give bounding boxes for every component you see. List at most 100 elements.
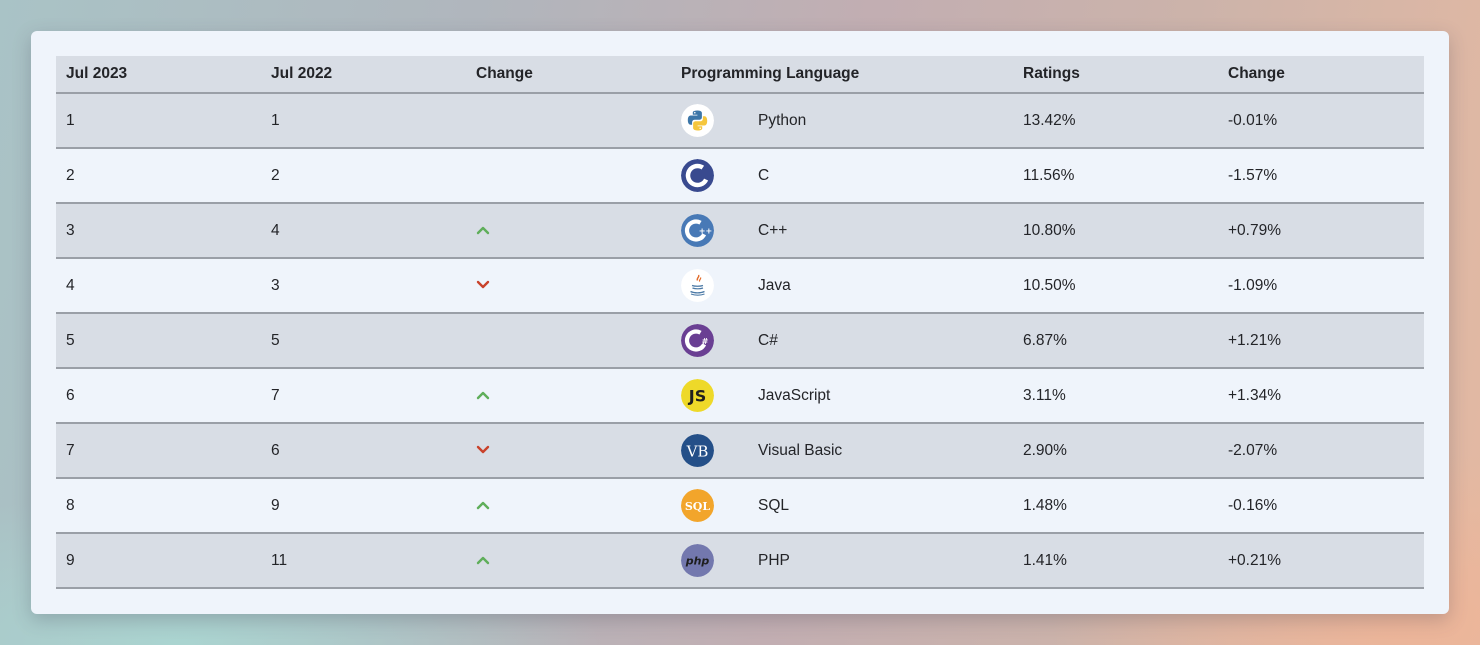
svg-text:php: php <box>685 555 710 568</box>
java-logo-icon <box>681 269 714 302</box>
rating-change-cell: +0.21% <box>1218 533 1424 589</box>
rating-change-cell: -2.07% <box>1218 423 1424 479</box>
rank-2022-cell: 9 <box>261 478 466 534</box>
c-logo-icon <box>681 159 714 192</box>
language-cell: C <box>671 148 1013 204</box>
rank-2022-cell: 3 <box>261 258 466 314</box>
rating-change-cell: -1.09% <box>1218 258 1424 314</box>
rank-change-cell <box>466 313 671 369</box>
header-rank-change[interactable]: Change <box>466 56 671 94</box>
rank-2023-cell: 6 <box>56 368 261 424</box>
rank-2022-cell: 11 <box>261 533 466 589</box>
rating-cell: 11.56% <box>1013 148 1218 204</box>
language-cell: JS JavaScript <box>671 368 1013 424</box>
rating-change-cell: +1.34% <box>1218 368 1424 424</box>
language-rankings-table: Jul 2023 Jul 2022 Change Programming Lan… <box>56 56 1424 589</box>
language-cell: Java <box>671 258 1013 314</box>
rank-2022-cell: 2 <box>261 148 466 204</box>
language-name: Python <box>758 111 807 129</box>
rating-cell: 3.11% <box>1013 368 1218 424</box>
rating-cell: 2.90% <box>1013 423 1218 479</box>
rank-change-cell <box>466 368 671 424</box>
rating-cell: 10.80% <box>1013 203 1218 259</box>
rankings-card: Jul 2023 Jul 2022 Change Programming Lan… <box>31 31 1449 614</box>
rank-2023-cell: 7 <box>56 423 261 479</box>
rank-2022-cell: 5 <box>261 313 466 369</box>
header-jul-2023[interactable]: Jul 2023 <box>56 56 261 94</box>
language-name: C <box>758 166 770 184</box>
rank-2022-cell: 4 <box>261 203 466 259</box>
chevron-up-icon <box>476 222 490 239</box>
rank-2023-cell: 1 <box>56 93 261 149</box>
cpp-logo-icon: ++ <box>681 214 714 247</box>
header-jul-2022[interactable]: Jul 2022 <box>261 56 466 94</box>
svg-text:VB: VB <box>686 443 709 461</box>
language-cell: SQL SQL <box>671 478 1013 534</box>
csharp-logo-icon: # <box>681 324 714 357</box>
language-cell: VB Visual Basic <box>671 423 1013 479</box>
table-row[interactable]: 5 5 # C# 6.87% +1.21% <box>56 313 1424 369</box>
rank-2023-cell: 2 <box>56 148 261 204</box>
rank-2023-cell: 9 <box>56 533 261 589</box>
language-name: Visual Basic <box>758 441 843 459</box>
rank-change-cell <box>466 93 671 149</box>
chevron-up-icon <box>476 387 490 404</box>
svg-text:JS: JS <box>688 387 706 406</box>
rank-change-cell <box>466 148 671 204</box>
rank-2022-cell: 1 <box>261 93 466 149</box>
rank-2023-cell: 3 <box>56 203 261 259</box>
python-logo-icon <box>681 104 714 137</box>
language-cell: Python <box>671 93 1013 149</box>
table-row[interactable]: 6 7 JS JavaScript 3.11% +1.34% <box>56 368 1424 424</box>
rank-change-cell <box>466 533 671 589</box>
rank-change-cell <box>466 258 671 314</box>
chevron-down-icon <box>476 277 490 294</box>
visual-basic-logo-icon: VB <box>681 434 714 467</box>
table-row[interactable]: 9 11 php PHP 1.41% +0.21% <box>56 533 1424 589</box>
chevron-down-icon <box>476 442 490 459</box>
language-cell: php PHP <box>671 533 1013 589</box>
header-programming-language[interactable]: Programming Language <box>671 56 1013 94</box>
svg-text:SQL: SQL <box>685 500 711 513</box>
rating-change-cell: -0.16% <box>1218 478 1424 534</box>
language-cell: # C# <box>671 313 1013 369</box>
php-logo-icon: php <box>681 544 714 577</box>
rank-2023-cell: 4 <box>56 258 261 314</box>
language-name: PHP <box>758 551 790 569</box>
svg-text:++: ++ <box>699 227 712 236</box>
rating-cell: 6.87% <box>1013 313 1218 369</box>
sql-logo-icon: SQL <box>681 489 714 522</box>
rank-2023-cell: 8 <box>56 478 261 534</box>
table-header-row: Jul 2023 Jul 2022 Change Programming Lan… <box>56 56 1424 94</box>
rank-change-cell <box>466 478 671 534</box>
language-name: JavaScript <box>758 386 831 404</box>
rank-2023-cell: 5 <box>56 313 261 369</box>
svg-text:#: # <box>702 337 709 346</box>
table-row[interactable]: 4 3 Java 10.50% -1.09% <box>56 258 1424 314</box>
rating-change-cell: -1.57% <box>1218 148 1424 204</box>
chevron-up-icon <box>476 497 490 514</box>
rank-2022-cell: 6 <box>261 423 466 479</box>
table-row[interactable]: 1 1 Python 13.42% -0.01% <box>56 93 1424 149</box>
chevron-up-icon <box>476 552 490 569</box>
rating-cell: 1.41% <box>1013 533 1218 589</box>
rating-change-cell: -0.01% <box>1218 93 1424 149</box>
table-row[interactable]: 7 6 VB Visual Basic 2.90% -2.07% <box>56 423 1424 479</box>
rank-change-cell <box>466 423 671 479</box>
rank-2022-cell: 7 <box>261 368 466 424</box>
table-row[interactable]: 2 2 C 11.56% -1.57% <box>56 148 1424 204</box>
rating-change-cell: +1.21% <box>1218 313 1424 369</box>
language-name: Java <box>758 276 791 294</box>
table-row[interactable]: 8 9 SQL SQL 1.48% -0.16% <box>56 478 1424 534</box>
language-name: C++ <box>758 221 788 239</box>
header-rating-change[interactable]: Change <box>1218 56 1424 94</box>
rating-cell: 13.42% <box>1013 93 1218 149</box>
rating-cell: 10.50% <box>1013 258 1218 314</box>
rating-cell: 1.48% <box>1013 478 1218 534</box>
language-name: C# <box>758 331 778 349</box>
header-ratings[interactable]: Ratings <box>1013 56 1218 94</box>
language-name: SQL <box>758 496 790 514</box>
rank-change-cell <box>466 203 671 259</box>
javascript-logo-icon: JS <box>681 379 714 412</box>
table-row[interactable]: 3 4 ++ C++ 10.80% +0.79% <box>56 203 1424 259</box>
